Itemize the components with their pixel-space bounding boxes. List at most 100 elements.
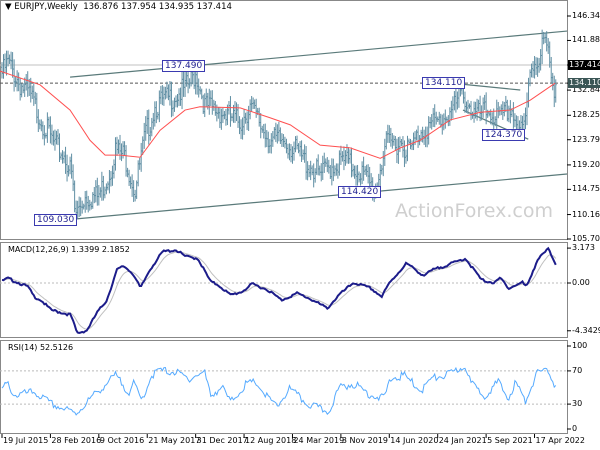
macd-line (1, 246, 557, 335)
trendline (70, 30, 568, 78)
price-bar (94, 180, 97, 203)
price-bar (179, 87, 182, 106)
price-bar (463, 91, 466, 113)
price-bar (125, 145, 128, 177)
price-bar (203, 93, 206, 118)
price-bar (311, 165, 314, 176)
price-bar (234, 101, 237, 123)
price-bar (147, 109, 150, 145)
price-bar (550, 56, 553, 83)
price-bar (361, 161, 364, 185)
date-tick-label: 17 Apr 2022 (535, 436, 585, 445)
price-bar (476, 98, 479, 121)
price-bar (5, 50, 8, 76)
price-bar (161, 85, 164, 106)
price-bar (212, 99, 215, 111)
price-bar (524, 107, 527, 130)
price-bar (108, 170, 111, 194)
price-bar (486, 109, 489, 118)
price-bar (530, 63, 533, 78)
price-bar (448, 107, 451, 126)
price-bar (96, 177, 99, 206)
price-bar (97, 184, 100, 206)
price-bar (184, 70, 187, 97)
dropdown-arrow-icon[interactable]: ▼ (5, 2, 15, 12)
price-bar (205, 88, 208, 107)
price-bar (8, 54, 11, 64)
date-tick-label: 24 Jan 2021 (438, 436, 487, 445)
price-bar (37, 109, 40, 133)
price-bar (333, 165, 336, 177)
price-bar (25, 73, 28, 91)
price-bar (547, 38, 550, 54)
price-bar (391, 133, 394, 149)
price-bar (220, 108, 223, 130)
price-bar (132, 180, 135, 202)
price-bar (20, 83, 23, 98)
price-bar (153, 101, 156, 127)
price-bar (149, 126, 152, 141)
price-bar (23, 77, 26, 97)
price-bar (243, 109, 246, 135)
price-bar (330, 158, 333, 186)
price-bar (66, 154, 69, 182)
date-tick-label: 14 Jun 2020 (390, 436, 439, 445)
price-bar (35, 92, 38, 124)
moving-average-line (0, 70, 556, 159)
price-tick-label: 105.705 (572, 234, 600, 243)
price-bar (336, 163, 339, 179)
price-bar (90, 201, 93, 210)
price-bar (152, 112, 155, 130)
price-bar (389, 127, 392, 147)
price-bar (112, 159, 115, 179)
price-bar (365, 164, 368, 177)
price-bar (16, 70, 19, 92)
trendline (459, 83, 521, 91)
price-bar (335, 163, 338, 176)
rsi-line (1, 366, 557, 416)
price-bar (73, 180, 76, 213)
price-bar (173, 97, 176, 112)
price-bar (82, 203, 85, 210)
price-bar (143, 122, 146, 149)
price-bar (339, 145, 342, 165)
price-bar (291, 146, 294, 164)
price-tick-label: 119.205 (572, 159, 600, 169)
price-bar (52, 130, 55, 146)
price-bar (164, 86, 167, 100)
price-bar (17, 72, 20, 92)
price-bar (47, 116, 50, 129)
price-bar (158, 90, 161, 123)
price-bar (43, 125, 46, 146)
price-bar (364, 166, 367, 176)
price-bar (421, 126, 424, 143)
price-bar (395, 138, 398, 164)
price-bar (332, 158, 335, 182)
price-bar (240, 119, 243, 140)
price-bar (49, 116, 52, 144)
price-tick-label: 141.885 (572, 35, 600, 45)
price-bar (415, 129, 418, 141)
price-bar (274, 122, 277, 143)
price-bar (367, 164, 370, 184)
rsi-tick-label: 0 (572, 424, 578, 433)
date-tick-label: 12 Aug 2018 (245, 436, 297, 445)
price-bar (19, 77, 22, 101)
price-tick-label: 128.250 (572, 110, 600, 120)
price-bar (317, 154, 320, 176)
price-bar (168, 80, 171, 106)
price-bar (321, 155, 324, 180)
price-bar (380, 164, 383, 175)
price-bar (362, 156, 365, 181)
price-bar (255, 98, 258, 118)
price-tick-label: 123.795 (572, 134, 600, 144)
price-bar (299, 141, 302, 157)
price-bar (2, 54, 5, 79)
price-bar (358, 171, 361, 183)
rsi-tick-label: 100 (572, 341, 588, 350)
price-tick-label: 132.840 (572, 85, 600, 95)
price-bar (69, 156, 72, 175)
date-tick-label: 19 Jul 2015 (3, 436, 49, 445)
price-bar (270, 133, 273, 154)
price-bar (244, 112, 247, 124)
